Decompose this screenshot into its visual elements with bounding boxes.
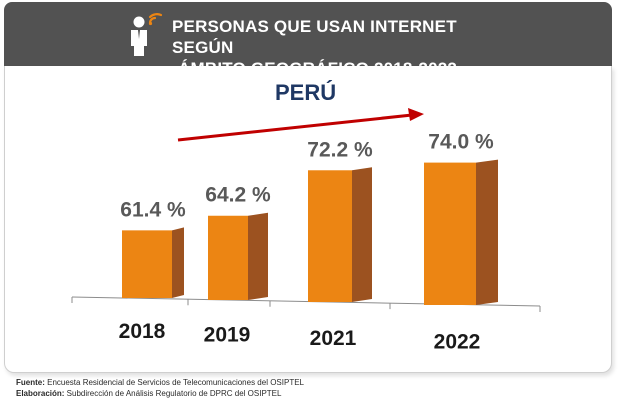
data-label-2021: 72.2 % — [307, 138, 373, 161]
bar-2022 — [424, 162, 476, 305]
made-by-label: Elaboración: — [16, 389, 65, 398]
bar-2021 — [308, 170, 352, 302]
source-note: Fuente: Encuesta Residencial de Servicio… — [16, 377, 304, 388]
tick-label-2019: 2019 — [204, 324, 251, 347]
title-line-1: PERSONAS QUE USAN INTERNET SEGÚN — [172, 17, 457, 57]
bar-side-2022 — [476, 159, 498, 305]
header-bar — [4, 2, 612, 66]
bar-2019 — [208, 215, 248, 300]
trend-arrow-line — [177, 113, 413, 142]
chart-subtitle-country: PERÚ — [275, 80, 337, 105]
data-label-2022: 74.0 % — [428, 131, 494, 154]
tick-label-2018: 2018 — [119, 320, 166, 343]
tick-label-2022: 2022 — [434, 331, 481, 354]
source-label: Fuente: — [16, 378, 45, 387]
bar-side-2019 — [248, 212, 268, 300]
bar-side-2018 — [172, 227, 184, 298]
data-label-2019: 64.2 % — [205, 184, 271, 207]
made-by-text: Subdirección de Análisis Regulatorio de … — [64, 389, 282, 398]
footer: Fuente: Encuesta Residencial de Servicio… — [16, 377, 304, 399]
source-text: Encuesta Residencial de Servicios de Tel… — [44, 378, 304, 387]
trend-arrow-head — [408, 108, 424, 121]
bar-side-2021 — [352, 167, 372, 302]
tick-label-2021: 2021 — [310, 327, 357, 350]
made-by-note: Elaboración: Subdirección de Análisis Re… — [16, 388, 304, 399]
person-wifi-icon — [131, 13, 163, 56]
data-label-2018: 61.4 % — [120, 198, 186, 221]
bar-2018 — [122, 230, 172, 298]
